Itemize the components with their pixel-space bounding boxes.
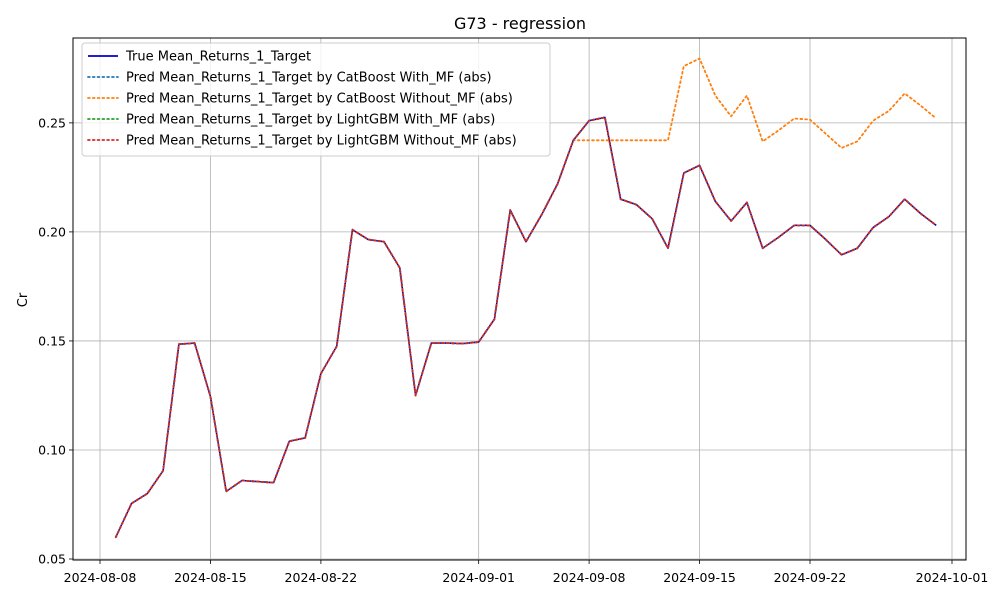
legend: True Mean_Returns_1_Target Pred Mean_Retu…	[81, 42, 551, 157]
legend-label: Pred Mean_Returns_1_Target by CatBoost W…	[126, 92, 513, 107]
y-tick-label: 0.10	[38, 442, 66, 457]
x-tick-label: 2024-09-01	[442, 570, 515, 585]
y-tick-label: 0.05	[38, 552, 66, 567]
legend-box	[81, 42, 551, 157]
plot-frame	[72, 37, 967, 561]
legend-label: Pred Mean_Returns_1_Target by LightGBM W…	[126, 113, 495, 128]
y-tick-label: 0.20	[38, 224, 66, 239]
x-axis: 2024-08-08 2024-08-15 2024-08-22 2024-09-01…	[64, 560, 989, 585]
x-tick-label: 2024-09-22	[774, 570, 847, 585]
x-tick-label: 2024-09-08	[553, 570, 626, 585]
legend-label: Pred Mean_Returns_1_Target by LightGBM W…	[126, 134, 517, 149]
legend-label: True Mean_Returns_1_Target	[125, 50, 311, 65]
legend-label: Pred Mean_Returns_1_Target by CatBoost W…	[126, 71, 492, 86]
y-tick-label: 0.15	[38, 333, 66, 348]
chart-title: G73 - regression	[454, 14, 586, 33]
x-tick-label: 2024-09-15	[663, 570, 736, 585]
x-tick-label: 2024-08-08	[64, 570, 137, 585]
x-tick-label: 2024-08-22	[285, 570, 358, 585]
x-tick-label: 2024-08-15	[174, 570, 247, 585]
series-line-4	[114, 116, 938, 539]
y-axis-label: Cr	[16, 292, 31, 307]
y-tick-label: 0.25	[38, 115, 66, 130]
y-axis: 0.05 0.10 0.15 0.20 0.25	[38, 115, 73, 567]
series-lines	[114, 57, 938, 539]
x-tick-label: 2024-10-01	[916, 570, 989, 585]
